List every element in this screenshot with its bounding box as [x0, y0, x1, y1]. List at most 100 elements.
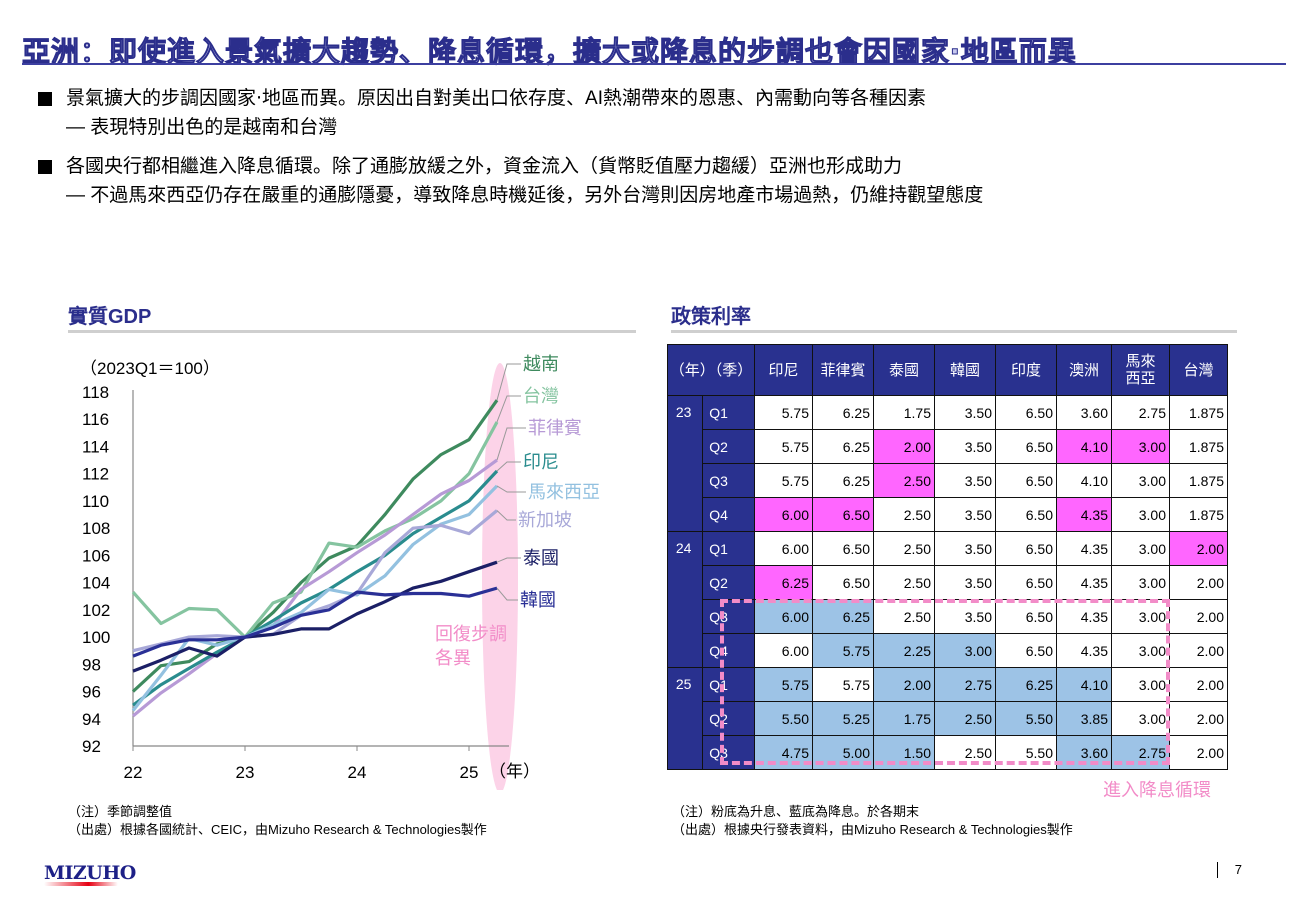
rate-cell: 6.25	[812, 429, 874, 464]
gdp-section-title: 實質GDP	[68, 306, 152, 328]
leader-line	[496, 461, 521, 472]
rate-cell: 3.00	[1111, 531, 1170, 566]
rate-cell: 6.50	[995, 599, 1057, 634]
rate-cell-cut: 3.60	[1056, 735, 1112, 770]
rate-cell: 4.35	[1056, 531, 1112, 566]
series-label: 馬來西亞	[528, 482, 600, 503]
rate-cell-hike: 3.00	[1111, 429, 1170, 464]
table-row: 23 Q1 5.75 6.25 1.75 3.50 6.50 3.60 2.75 1.875	[666, 395, 1228, 532]
rate-cell-cut: 1.50	[873, 735, 935, 770]
year-cell: 23	[666, 395, 704, 532]
column-header: 台灣	[1169, 344, 1228, 396]
rate-cell: 6.25	[812, 395, 874, 430]
rate-cell-cut: 2.25	[873, 633, 935, 668]
rate-cell: 3.00	[1111, 701, 1170, 736]
gdp-section-rule	[68, 330, 636, 333]
bullet-item: 景氣擴大的步調因國家‧地區而異。原因出自對美出口依存度、AI熱潮帶來的恩惠、內需…	[38, 84, 983, 113]
table-row: Q2 5.75 6.25 2.00 3.50 6.50 4.10 3.00 1.875	[668, 429, 1228, 464]
rate-cell: 1.875	[1169, 429, 1228, 464]
rate-cell: 2.00	[1169, 667, 1228, 702]
rate-cell: 2.75	[1111, 395, 1170, 430]
rate-section-title: 政策利率	[671, 306, 751, 328]
recovery-annotation: 回復步調	[435, 624, 507, 645]
y-tick-label: 104	[82, 574, 110, 593]
series-line-5	[132, 509, 499, 653]
rate-cell: 3.00	[1111, 633, 1170, 668]
rate-cell-cut: 1.75	[873, 701, 935, 736]
rate-cell: 6.50	[995, 497, 1057, 532]
rate-cell: 3.00	[1111, 463, 1170, 498]
rate-cell: 6.50	[812, 565, 874, 600]
series-line-4	[131, 484, 499, 712]
rate-cell-hike: 4.10	[1056, 429, 1112, 464]
series-line-7	[132, 586, 498, 658]
x-tick-label: 25	[460, 763, 479, 782]
series-label: 印尼	[523, 452, 559, 473]
rate-cell: 2.50	[873, 497, 935, 532]
series-label: 越南	[523, 354, 559, 375]
rate-cell-cut: 5.75	[754, 667, 813, 702]
rate-cell-hike: 6.25	[754, 565, 813, 600]
leader-line	[496, 510, 516, 521]
rate-cell: 6.50	[812, 531, 874, 566]
table-row: Q4 6.00 6.50 2.50 3.50 6.50 4.35 3.00 1.875	[668, 497, 1228, 532]
column-header: 印尼	[754, 344, 813, 396]
x-axis-unit-label: （年）	[489, 762, 540, 781]
rate-cell: 6.50	[995, 633, 1057, 668]
bullet-list: 景氣擴大的步調因國家‧地區而異。原因出自對美出口依存度、AI熱潮帶來的恩惠、內需…	[38, 84, 983, 210]
y-tick-label: 94	[82, 710, 101, 729]
table-header-row: （年）（季） 印尼 菲律賓 泰國 韓國 印度 澳洲 馬來 西亞 台灣	[667, 344, 1228, 396]
x-tick-label: 24	[348, 763, 367, 782]
rate-cell: 3.50	[934, 599, 996, 634]
leader-line	[496, 587, 518, 601]
rate-cell: 6.50	[995, 395, 1057, 430]
y-tick-label: 106	[82, 546, 110, 565]
rate-cell: 6.50	[995, 565, 1057, 600]
rate-cell: 3.50	[934, 429, 996, 464]
quarter-cell: Q3	[702, 463, 755, 498]
rate-cell-hike: 4.35	[1056, 497, 1112, 532]
quarter-cell: Q2	[702, 565, 755, 600]
column-header: 印度	[995, 344, 1057, 396]
rate-cell: 3.50	[934, 497, 996, 532]
year-cell: 25	[666, 667, 704, 770]
highlight-ellipse	[482, 363, 518, 790]
page-number: 7	[1234, 862, 1242, 877]
y-tick-label: 96	[82, 683, 101, 702]
rate-cell: 5.75	[812, 667, 874, 702]
square-bullet-icon	[38, 160, 52, 174]
quarter-cell: Q3	[702, 599, 755, 634]
rate-cell-cut: 6.25	[995, 667, 1057, 702]
rate-cell: 5.75	[754, 395, 813, 430]
series-label: 台灣	[523, 386, 559, 407]
rate-cell-hike: 6.00	[754, 497, 813, 532]
column-header: 菲律賓	[812, 344, 874, 396]
rate-cell-cut: 5.00	[812, 735, 874, 770]
y-tick-label: 114	[82, 437, 109, 456]
rate-cell: 2.00	[1169, 735, 1228, 770]
column-header: 韓國	[934, 344, 996, 396]
rate-cell: 3.50	[934, 463, 996, 498]
rate-cell: 4.35	[1056, 565, 1112, 600]
recovery-annotation: 各異	[435, 648, 471, 669]
rate-note: （注）粉底為升息、藍底為降息。於各期末	[672, 804, 920, 819]
table-row: Q4 6.00 5.75 2.25 3.00 6.50 4.35 3.00 2.00	[668, 633, 1228, 668]
rate-cell-cut: 6.00	[754, 599, 813, 634]
rate-cell: 2.00	[1169, 599, 1228, 634]
rate-cell: 3.50	[934, 531, 996, 566]
gdp-note: （注）季節調整值	[68, 804, 173, 819]
rate-cell: 4.10	[1056, 463, 1112, 498]
rate-cell: 5.75	[754, 463, 813, 498]
series-label: 新加坡	[518, 510, 572, 531]
rate-cell-cut: 5.75	[812, 633, 874, 668]
bullet-subtext: — 表現特別出色的是越南和台灣	[66, 117, 338, 138]
y-tick-label: 108	[82, 519, 110, 538]
rate-cell-cut: 4.75	[754, 735, 813, 770]
table-row: Q3 5.75 6.25 2.50 3.50 6.50 4.10 3.00 1.875	[668, 463, 1228, 498]
column-header: 泰國	[873, 344, 935, 396]
title-underline	[22, 63, 1286, 65]
y-axis-unit-label: （2023Q1＝100）	[80, 359, 220, 378]
rate-cell: 6.25	[812, 463, 874, 498]
rate-cell-hike: 6.50	[812, 497, 874, 532]
page-separator	[1217, 862, 1218, 878]
